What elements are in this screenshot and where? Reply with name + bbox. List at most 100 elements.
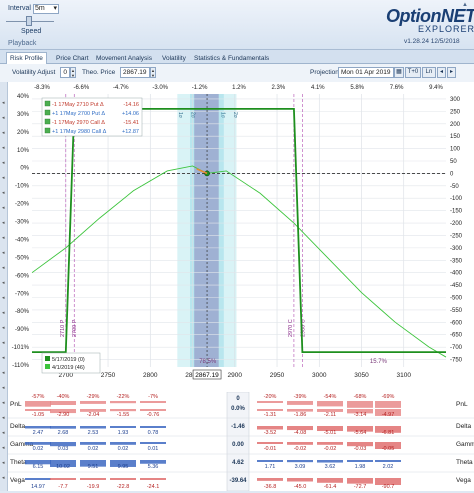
left-tick-label: -20% (15, 202, 30, 208)
tab-movement-analysis[interactable]: Movement Analysis (96, 55, 152, 62)
right-tick-label: -600 (450, 320, 463, 326)
current-price-zone (194, 94, 219, 367)
projection-date-input[interactable]: Mon 01 Apr 2019 (338, 67, 394, 78)
playback-group: Interval 5m Speed Playback (2, 2, 62, 48)
greek-bar (80, 401, 106, 404)
left-ruler-tick: ◂ (2, 385, 5, 391)
greek-value: -7.7 (58, 484, 67, 490)
risk-profile-chart[interactable]: 2700 2750 2800 2850 2900 2950 3000 3050 3100 2867… (8, 82, 474, 392)
calendar-icon[interactable]: ▦ (394, 67, 404, 78)
greek-bar (50, 426, 76, 429)
left-tick-label: -60% (15, 273, 30, 279)
greek-bar (287, 409, 313, 412)
tab-statistics-fundamentals[interactable]: Statistics & Fundamentals (194, 55, 270, 62)
greek-center-value: 0.0% (231, 406, 245, 412)
right-tick-label: -250 (450, 233, 463, 239)
right-tick-label: -200 (450, 221, 463, 227)
theo-price-spinner[interactable]: ▲ ▼ (150, 67, 156, 78)
greek-value: 0.02 (118, 446, 129, 452)
tab-price-chart[interactable]: Price Chart (56, 55, 89, 62)
greek-bar (375, 478, 401, 485)
greek-value: -22.8 (117, 484, 130, 490)
right-tick-label: -100 (450, 196, 463, 202)
legend-entry[interactable]: 4/1/2019 (46) (45, 364, 85, 371)
greek-value: 1.93 (118, 430, 129, 436)
volatility-adjust-spinner[interactable]: ▲ ▼ (70, 67, 76, 78)
greek-bar (375, 460, 401, 462)
right-tick-label: -300 (450, 246, 463, 252)
greek-bar (257, 442, 283, 444)
greek-value: -3.52 (264, 430, 277, 436)
tab-risk-profile[interactable]: Risk Profile (6, 52, 47, 64)
greek-value: -2.04 (87, 412, 100, 418)
risk-chart-svg[interactable]: 2700 2750 2800 2850 2900 2950 3000 3050 31002867… (8, 82, 474, 392)
greek-bar (140, 442, 166, 444)
zone-prob-label: 78.5% (199, 359, 217, 365)
greek-bar (25, 409, 51, 411)
logo-sub-text: EXPLORER (418, 24, 474, 34)
greek-value: -68% (354, 394, 367, 400)
greek-center-value: 0 (236, 396, 240, 402)
top-pct-tick: 5.8% (350, 85, 364, 91)
left-ruler-tick: ◂ (2, 370, 5, 376)
right-tick-label: -700 (450, 345, 463, 351)
position-row[interactable]: +1 17May 2980 Call Δ +12.87 (44, 127, 139, 135)
ln-button[interactable]: Ln (422, 67, 436, 78)
volatility-adjust-input[interactable]: 0 (60, 67, 70, 78)
tab-volatility[interactable]: Volatility (162, 55, 186, 62)
svg-text:+1 17May 2980 Call Δ: +1 17May 2980 Call Δ (52, 129, 107, 135)
greek-value: -90.7 (382, 484, 395, 490)
logo-main-text: OptionNET (386, 6, 474, 26)
speed-slider-thumb[interactable] (26, 16, 32, 26)
greek-bar (317, 426, 343, 432)
greek-value: -0.05 (382, 446, 395, 452)
right-tick-label: -150 (450, 209, 463, 215)
greek-value: -0.02 (324, 446, 337, 452)
left-ruler-tick: ◂ (2, 220, 5, 226)
right-tick-label: 50 (450, 159, 457, 165)
greek-row-label: Theta (10, 459, 27, 466)
left-ruler-tick: ◂ (2, 115, 5, 121)
sigma-band-label: 1σ (219, 112, 225, 119)
greek-bar (110, 442, 136, 445)
greek-value: -57% (32, 394, 45, 400)
greek-bar (140, 426, 166, 428)
position-row[interactable]: -1 17May 2710 Put Δ -14.16 (44, 100, 139, 108)
greek-value: 1.71 (265, 464, 276, 470)
greek-bar (287, 442, 313, 445)
greek-bar (347, 442, 373, 447)
greek-value: -0.01 (264, 446, 277, 452)
t0-button[interactable]: T+0 (405, 67, 421, 78)
left-ruler-tick: ◂ (2, 130, 5, 136)
greek-bar (80, 478, 106, 480)
greek-value: -36.8 (264, 484, 277, 490)
position-row[interactable]: +1 17May 2700 Put Δ +14.06 (44, 109, 139, 117)
greek-value: -0.02 (294, 446, 307, 452)
x-tick-label: 2700 (59, 372, 74, 379)
ribbon-header: Interval 5m Speed Playback ▲ OptionNET E… (0, 0, 474, 50)
greek-value: -6.81 (382, 430, 395, 436)
greek-bar (80, 426, 106, 429)
chevron-up-icon[interactable]: ▲ (462, 2, 468, 8)
greek-bar (257, 460, 283, 462)
top-pct-tick: 1.2% (232, 85, 246, 91)
greek-bar (317, 460, 343, 463)
left-ruler-tick: ◂ (2, 310, 5, 316)
greek-value: 9.95 (118, 464, 129, 470)
greek-value: -1.86 (294, 412, 307, 418)
chevron-right-icon[interactable]: ▸ (447, 67, 456, 78)
theo-price-input[interactable]: 2867.19 (120, 67, 150, 78)
chevron-left-icon[interactable]: ◂ (437, 67, 446, 78)
sigma-band-label: 2σ (232, 112, 238, 119)
x-tick-label: 2950 (270, 372, 285, 379)
interval-select[interactable]: 5m (33, 4, 59, 14)
right-tick-label: -450 (450, 283, 463, 289)
svg-text:-15.41: -15.41 (123, 120, 139, 126)
greek-bar (140, 409, 166, 411)
position-row[interactable]: -1 17May 2970 Call Δ -15.41 (44, 118, 139, 126)
expiration-line (32, 107, 446, 354)
greek-bar (140, 460, 166, 464)
legend-entry[interactable]: 5/17/2019 (0) (45, 356, 85, 363)
left-tick-label: 0% (20, 166, 29, 172)
greek-bar (80, 460, 106, 467)
